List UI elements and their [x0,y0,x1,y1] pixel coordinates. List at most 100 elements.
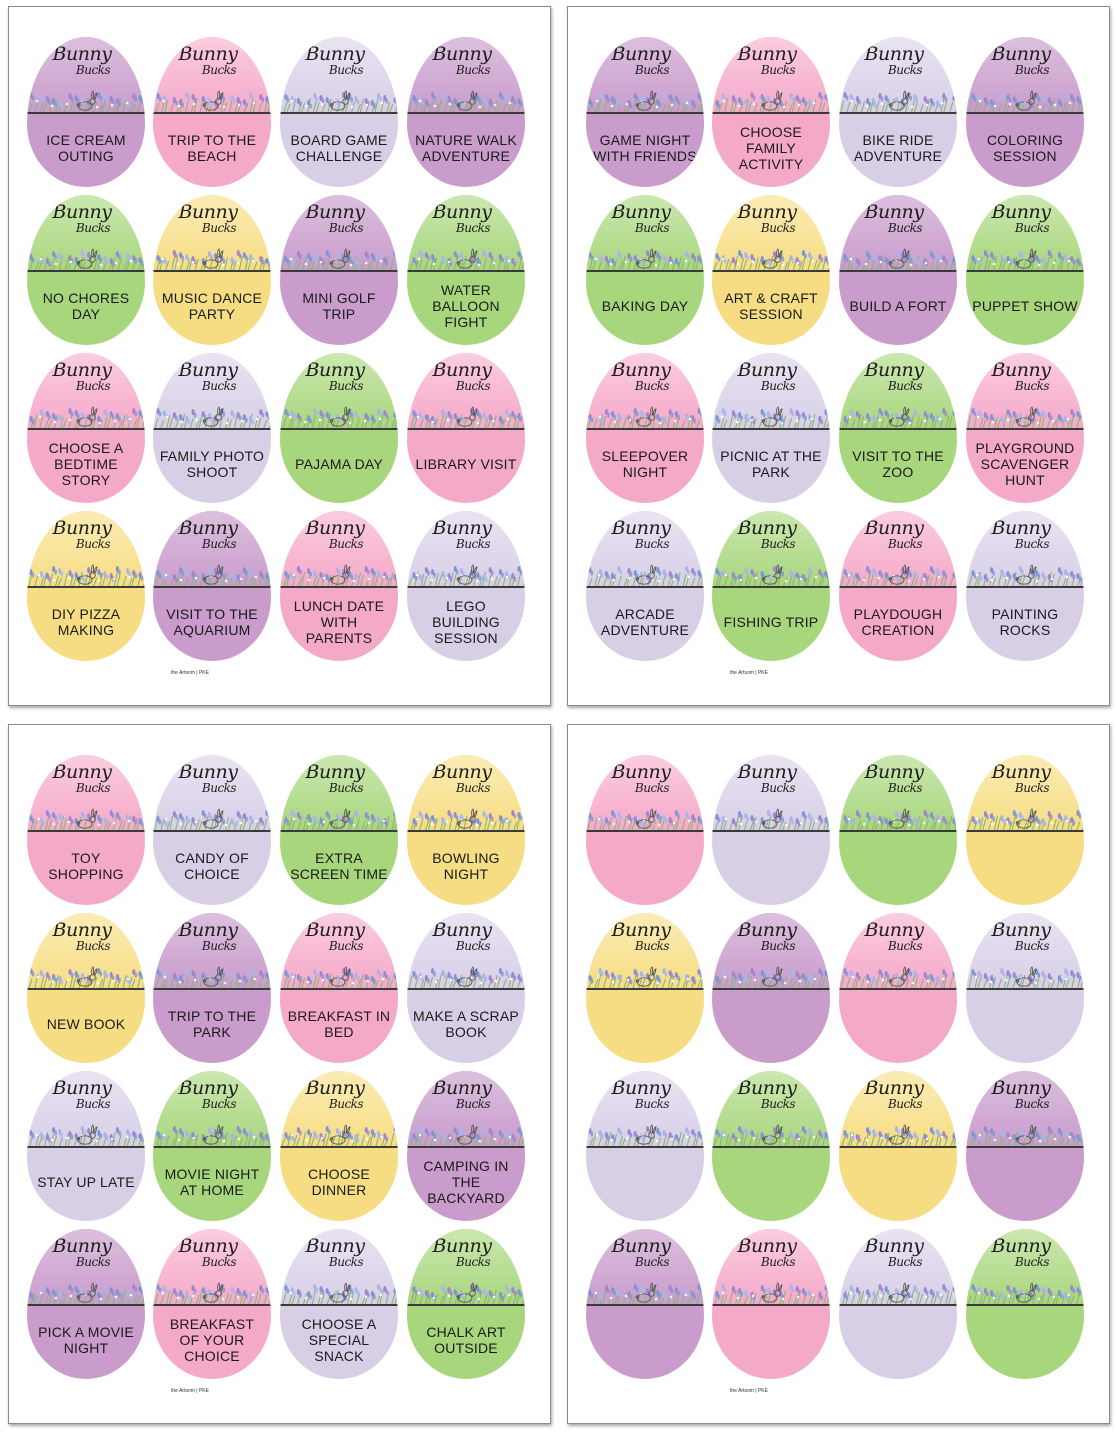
egg-header: Bunny Bucks [586,1229,704,1305]
egg-header: Bunny Bucks [407,755,525,831]
bunny-bucks-egg-coupon: Bunny Bucks CAMPING IN THE BACKYARD [407,1071,525,1221]
coupon-reward-label: BREAKFAST IN BED [287,1008,391,1040]
bunny-bucks-logo: Bunny Bucks [712,361,830,394]
logo-line-bunny: Bunny [432,43,492,65]
egg-header: Bunny Bucks [712,511,830,587]
egg-header: Bunny Bucks [839,353,957,429]
logo-line-bunny: Bunny [305,1077,365,1099]
egg-divider-line [586,1304,704,1306]
logo-line-bucks: Bucks [634,1255,670,1269]
egg-header: Bunny Bucks [712,195,830,271]
flower-meadow-illustration [968,966,1084,989]
logo-line-bucks: Bucks [1014,221,1050,235]
coupon-reward-label [718,837,824,895]
bunny-bucks-logo: Bunny Bucks [407,763,525,796]
egg-divider-line [966,988,1084,990]
bunny-bucks-logo: Bunny Bucks [153,921,271,954]
egg-header: Bunny Bucks [407,913,525,989]
egg-header: Bunny Bucks [27,353,145,429]
bunny-bucks-egg-coupon: Bunny Bucks MOVIE NIGHT AT HOME [153,1071,271,1221]
logo-line-bunny: Bunny [178,43,238,65]
coupon-reward-label: PUPPET SHOW [972,298,1078,314]
flower-meadow-illustration [156,1124,271,1147]
logo-line-bunny: Bunny [178,1235,238,1257]
egg-divider-line [839,830,957,832]
coupon-reward-label [972,1153,1078,1211]
logo-line-bunny: Bunny [737,1077,797,1099]
logo-line-bunny: Bunny [737,201,797,223]
logo-line-bunny: Bunny [178,1077,238,1099]
flower-meadow-illustration [154,808,271,831]
egg-header: Bunny Bucks [280,1071,398,1147]
logo-line-bucks: Bucks [887,1097,923,1111]
flower-meadow-illustration [154,1282,271,1305]
bunny-bucks-logo: Bunny Bucks [407,43,525,78]
bunny-bucks-logo: Bunny Bucks [966,203,1084,236]
flower-meadow-illustration [842,808,957,831]
bunny-bucks-egg-coupon: Bunny Bucks TOY SHOPPING [27,755,145,905]
bunny-bucks-egg-coupon: Bunny Bucks PLAYDOUGH CREATION [839,511,957,661]
bunny-bucks-egg-coupon: Bunny Bucks CHOOSE FAMILY ACTIVITY [712,37,830,187]
egg-header: Bunny Bucks [839,195,957,271]
bunny-bucks-egg-coupon: Bunny Bucks BAKING DAY [586,195,704,345]
flower-meadow-illustration [410,808,525,831]
logo-line-bucks: Bucks [201,537,237,551]
logo-line-bunny: Bunny [305,359,365,381]
bunny-bucks-logo: Bunny Bucks [153,519,271,552]
flower-meadow-illustration [715,966,830,989]
flower-meadow-illustration [28,966,145,989]
coupon-reward-label: BOWLING NIGHT [432,850,500,882]
egg-header: Bunny Bucks [280,37,398,113]
flower-meadow-illustration [283,90,398,113]
logo-line-bucks: Bucks [634,1097,670,1111]
coupon-reward-label: PLAYDOUGH CREATION [853,606,943,638]
bunny-bucks-logo: Bunny Bucks [712,1077,830,1112]
bunny-bucks-egg-coupon: Bunny Bucks CHALK ART OUTSIDE [407,1229,525,1379]
egg-header: Bunny Bucks [586,353,704,429]
logo-line-bucks: Bucks [1014,1097,1050,1111]
coupon-reward-label [845,837,951,895]
egg-header: Bunny Bucks [586,511,704,587]
bunny-bucks-egg-coupon: Bunny Bucks BUILD A FORT [839,195,957,345]
egg-header: Bunny Bucks [966,1229,1084,1305]
bunny-bucks-logo: Bunny Bucks [280,1237,398,1270]
logo-line-bunny: Bunny [305,919,365,941]
bunny-bucks-logo: Bunny Bucks [839,519,957,552]
logo-line-bucks: Bucks [328,781,364,795]
logo-line-bunny: Bunny [864,1077,924,1099]
bunny-bucks-egg-coupon: Bunny Bucks PICNIC AT THE PARK [712,353,830,503]
coupon-reward-label: PLAYGROUND SCAVENGER HUNT [975,440,1075,488]
flower-meadow-illustration [29,1282,145,1305]
logo-line-bunny: Bunny [611,43,671,65]
flower-meadow-illustration [408,966,525,989]
egg-header: Bunny Bucks [27,195,145,271]
bunny-bucks-logo: Bunny Bucks [27,763,145,796]
egg-header: Bunny Bucks [839,1071,957,1147]
flower-meadow-illustration [156,248,271,271]
egg-header: Bunny Bucks [407,1229,525,1305]
egg-divider-line [153,1304,271,1306]
bunny-bucks-egg-coupon: Bunny Bucks [839,1229,957,1379]
bunny-bucks-egg-coupon: Bunny Bucks [712,755,830,905]
bunny-bucks-logo: Bunny Bucks [839,1077,957,1112]
bunny-bucks-egg-coupon: Bunny Bucks NO CHORES DAY [27,195,145,345]
coupon-reward-label: NATURE WALK ADVENTURE [415,132,517,164]
logo-line-bunny: Bunny [864,359,924,381]
bunny-bucks-egg-coupon: Bunny Bucks WATER BALLOON FIGHT [407,195,525,345]
bunny-bucks-logo: Bunny Bucks [407,203,525,236]
logo-line-bucks: Bucks [328,221,364,235]
egg-divider-line [712,270,830,272]
logo-line-bucks: Bucks [455,781,491,795]
coupon-reward-label: TRIP TO THE BEACH [167,132,257,164]
bunny-bucks-egg-coupon: Bunny Bucks [586,913,704,1063]
bunny-bucks-egg-coupon: Bunny Bucks MUSIC DANCE PARTY [153,195,271,345]
bunny-bucks-egg-coupon: Bunny Bucks [586,1229,704,1379]
coupon-reward-label: VISIT TO THE AQUARIUM [166,606,258,638]
egg-divider-line [966,270,1084,272]
bunny-bucks-logo: Bunny Bucks [153,1235,271,1270]
logo-line-bucks: Bucks [75,781,111,795]
egg-header: Bunny Bucks [586,755,704,831]
logo-line-bunny: Bunny [991,919,1051,941]
egg-divider-line [839,270,957,272]
logo-line-bucks: Bucks [1014,63,1050,77]
